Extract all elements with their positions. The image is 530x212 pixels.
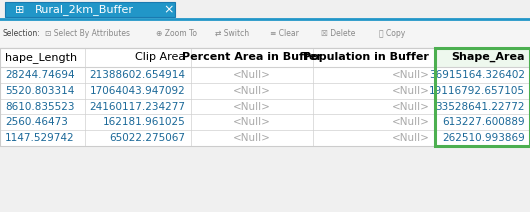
Text: 262510.993869: 262510.993869 <box>442 133 525 143</box>
Text: 5520.803314: 5520.803314 <box>5 86 75 96</box>
Text: 33528641.22772: 33528641.22772 <box>435 102 525 112</box>
Text: 19116792.657105: 19116792.657105 <box>429 86 525 96</box>
Text: ≡ Clear: ≡ Clear <box>270 29 299 38</box>
Text: Shape_Area: Shape_Area <box>451 52 525 62</box>
Text: ☒ Delete: ☒ Delete <box>321 29 355 38</box>
Text: <Null>: <Null> <box>233 133 271 143</box>
Text: Clip Area: Clip Area <box>135 52 186 62</box>
FancyBboxPatch shape <box>435 48 530 67</box>
FancyBboxPatch shape <box>0 48 530 146</box>
Text: ⊕ Zoom To: ⊕ Zoom To <box>156 29 197 38</box>
Text: 2560.46473: 2560.46473 <box>5 117 68 127</box>
Text: 1147.529742: 1147.529742 <box>5 133 75 143</box>
Text: <Null>: <Null> <box>233 86 271 96</box>
Text: 28244.74694: 28244.74694 <box>5 70 75 80</box>
FancyBboxPatch shape <box>5 2 175 17</box>
Text: 36915164.326402: 36915164.326402 <box>429 70 525 80</box>
Text: 21388602.654914: 21388602.654914 <box>90 70 186 80</box>
Text: ×: × <box>163 3 174 16</box>
Text: Rural_2km_Buffer: Rural_2km_Buffer <box>34 4 134 15</box>
Text: Percent Area in Buffer: Percent Area in Buffer <box>182 52 322 62</box>
Text: Population in Buffer: Population in Buffer <box>303 52 429 62</box>
Text: 162181.961025: 162181.961025 <box>103 117 186 127</box>
Text: 613227.600889: 613227.600889 <box>442 117 525 127</box>
Text: ⇄ Switch: ⇄ Switch <box>215 29 249 38</box>
Text: <Null>: <Null> <box>233 102 271 112</box>
Text: 24160117.234277: 24160117.234277 <box>90 102 186 112</box>
Text: <Null>: <Null> <box>392 117 429 127</box>
Text: <Null>: <Null> <box>392 86 429 96</box>
Text: ⧉ Copy: ⧉ Copy <box>379 29 405 38</box>
Text: hape_Length: hape_Length <box>5 52 77 63</box>
Text: ⊡ Select By Attributes: ⊡ Select By Attributes <box>45 29 130 38</box>
Text: 8610.835523: 8610.835523 <box>5 102 75 112</box>
Text: 65022.275067: 65022.275067 <box>110 133 186 143</box>
Text: <Null>: <Null> <box>392 70 429 80</box>
FancyBboxPatch shape <box>0 19 530 48</box>
Text: Selection:: Selection: <box>3 29 40 38</box>
Text: 17064043.947092: 17064043.947092 <box>90 86 186 96</box>
Text: <Null>: <Null> <box>233 117 271 127</box>
FancyBboxPatch shape <box>0 0 530 19</box>
Text: <Null>: <Null> <box>233 70 271 80</box>
Text: <Null>: <Null> <box>392 102 429 112</box>
Text: ⊞: ⊞ <box>15 4 24 15</box>
Text: <Null>: <Null> <box>392 133 429 143</box>
